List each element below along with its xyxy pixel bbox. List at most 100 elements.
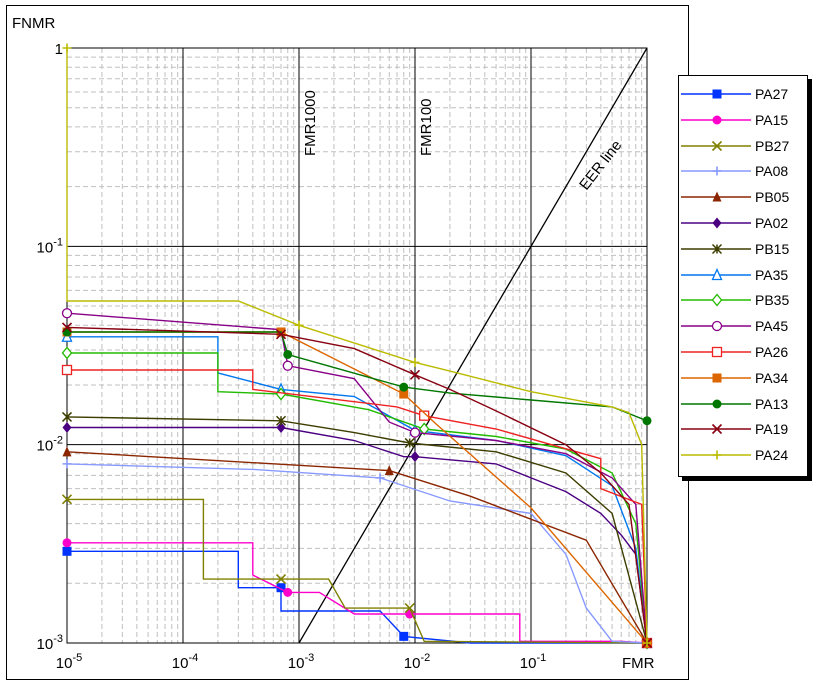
legend-label: PA19 bbox=[755, 421, 789, 438]
series-line-pb05 bbox=[66, 451, 648, 644]
data-point-pa02 bbox=[62, 422, 72, 434]
legend-item-pb15: PB15 bbox=[679, 240, 807, 258]
data-point-pa27 bbox=[62, 546, 72, 556]
legend-swatch bbox=[681, 373, 751, 383]
legend-item-pb35: PB35 bbox=[679, 291, 807, 309]
legend-marker bbox=[712, 450, 722, 460]
legend-label: PA13 bbox=[755, 395, 789, 412]
y-tick-label: 10-1 bbox=[37, 236, 63, 256]
data-point-pa24 bbox=[642, 638, 652, 648]
legend-swatch bbox=[681, 346, 751, 358]
legend-swatch bbox=[681, 399, 751, 409]
series-line-pa08 bbox=[66, 463, 648, 644]
x-tick-label: 10-1 bbox=[520, 652, 546, 672]
legend-label: PA27 bbox=[755, 86, 789, 102]
y-tick-label: 1 bbox=[55, 41, 63, 58]
legend-label: PA45 bbox=[755, 318, 789, 335]
legend-marker bbox=[712, 399, 722, 409]
data-point-pa02 bbox=[410, 451, 420, 463]
data-point-pa27 bbox=[276, 583, 286, 593]
data-point-pa08 bbox=[375, 473, 385, 483]
legend-swatch bbox=[681, 191, 751, 202]
tick-labels: 10-5 10-4 10-3 10-2 10-1 1 10-1 10-2 10-3 bbox=[37, 41, 547, 672]
series-line-pb27 bbox=[67, 498, 648, 644]
fmr1000-label: FMR1000 bbox=[302, 90, 319, 156]
legend-marker bbox=[711, 243, 723, 254]
legend-marker bbox=[711, 293, 723, 307]
data-point-pb27 bbox=[61, 494, 73, 505]
data-point-pa24 bbox=[294, 320, 304, 330]
legend-swatch bbox=[681, 243, 751, 254]
legend-swatch bbox=[681, 293, 751, 307]
data-point-pa13 bbox=[642, 416, 652, 426]
legend-marker bbox=[712, 373, 722, 383]
data-point-pa02 bbox=[276, 422, 286, 434]
legend-item-pa24: PA24 bbox=[679, 446, 807, 464]
series-line-pa15 bbox=[67, 542, 648, 644]
series-pa45 bbox=[61, 308, 653, 649]
legend-marker bbox=[711, 321, 723, 332]
data-point-pa27 bbox=[399, 631, 409, 641]
legend-marker bbox=[712, 217, 722, 229]
legend-item-pa45: PA45 bbox=[679, 317, 807, 335]
y-axis-label: FNMR bbox=[12, 15, 55, 32]
data-point-pa45 bbox=[282, 360, 293, 371]
series-line-pa19 bbox=[66, 326, 648, 644]
legend-marker bbox=[711, 346, 723, 358]
series-pa08 bbox=[62, 459, 652, 648]
legend-label: PA26 bbox=[755, 344, 789, 360]
fmr100-label: FMR100 bbox=[418, 98, 435, 156]
legend-swatch bbox=[681, 166, 751, 176]
series-pa19 bbox=[61, 322, 653, 649]
series-group bbox=[61, 43, 653, 650]
data-point-pb15 bbox=[404, 437, 415, 448]
series-pa27 bbox=[62, 546, 652, 648]
data-point-pa15 bbox=[283, 587, 293, 597]
data-point-pa34 bbox=[399, 389, 409, 399]
series-pa15 bbox=[62, 538, 652, 648]
legend-item-pa19: PA19 bbox=[679, 420, 807, 438]
legend-label: PA24 bbox=[755, 447, 789, 464]
data-point-pa08 bbox=[62, 459, 72, 469]
data-point-pa13 bbox=[283, 349, 293, 359]
chart-frame: FNMR FMR FMR1000 FMR100 EER line 10-5 10-4 10… bbox=[6, 5, 689, 680]
legend-swatch bbox=[681, 140, 751, 151]
legend-label: PA02 bbox=[755, 215, 789, 231]
data-point-pa45 bbox=[409, 427, 421, 438]
series-pa35 bbox=[61, 329, 653, 649]
data-point-pb15 bbox=[276, 415, 287, 426]
legend-marker bbox=[712, 115, 722, 125]
legend-item-pa26: PA26 bbox=[679, 343, 807, 361]
legend-label: PA35 bbox=[755, 266, 789, 283]
data-point-pb05 bbox=[384, 465, 394, 476]
legend-label: PB15 bbox=[755, 240, 790, 257]
data-point-pa26 bbox=[61, 364, 73, 376]
legend-marker bbox=[712, 89, 722, 99]
series-line-pa24 bbox=[66, 48, 648, 644]
legend-label: PB27 bbox=[755, 137, 790, 154]
series-pb35 bbox=[61, 346, 653, 650]
data-point-pb27 bbox=[404, 603, 415, 614]
legend-label: PA34 bbox=[755, 369, 789, 386]
data-point-pa45 bbox=[61, 308, 73, 319]
data-point-pa19 bbox=[61, 322, 73, 333]
data-point-pb35 bbox=[418, 422, 430, 436]
data-point-pb15 bbox=[61, 411, 73, 422]
data-point-pa15 bbox=[62, 538, 72, 548]
legend-label: PA08 bbox=[755, 163, 789, 180]
legend: PA27 PA15 PB27 PA08 PB05 PA02 PB15 PA35 PB35 PA45… bbox=[678, 75, 808, 477]
series-pa34 bbox=[62, 327, 652, 648]
data-point-pa26 bbox=[419, 410, 430, 421]
legend-item-pb05: PB05 bbox=[679, 188, 807, 206]
legend-swatch bbox=[681, 424, 751, 435]
series-pb27 bbox=[61, 494, 653, 649]
series-line-pa02 bbox=[67, 426, 648, 644]
grid bbox=[66, 47, 648, 644]
legend-item-pa08: PA08 bbox=[679, 162, 807, 180]
legend-item-pa27: PA27 bbox=[679, 85, 807, 103]
legend-label: PB35 bbox=[755, 292, 790, 309]
data-point-pa19 bbox=[275, 329, 287, 340]
legend-label: PB05 bbox=[755, 189, 790, 206]
series-pa13 bbox=[62, 327, 652, 426]
series-line-pa34 bbox=[67, 331, 648, 644]
